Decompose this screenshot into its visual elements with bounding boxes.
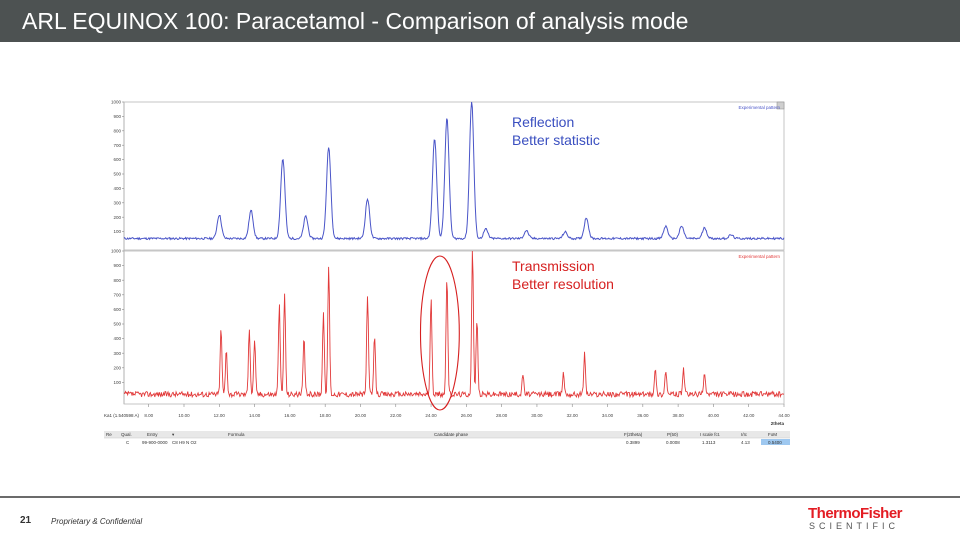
footer-divider: [0, 496, 960, 498]
panel-corner-button[interactable]: [776, 101, 785, 110]
highlight-ellipse: [419, 255, 460, 411]
y-tick-label: 900: [113, 263, 121, 268]
y-tick-label: 800: [113, 278, 121, 283]
y-tick-label: 800: [113, 128, 121, 133]
x-axis-label: 2theta: [771, 421, 785, 426]
col-header-re: Re: [106, 432, 112, 437]
bottom-legend-label: Experimental pattern: [738, 254, 780, 259]
confidential-note: Proprietary & Confidential: [51, 517, 143, 526]
x-caption: Ka1 (1.540598 A): [104, 413, 140, 418]
y-tick-label: 500: [113, 322, 121, 327]
x-ticks: 8.00 10.00 12.00 14.00 16.00 18.00 20.00 22.00 2…: [144, 404, 790, 418]
x-tick-label: 42.00: [743, 413, 755, 418]
svg-text:C: C: [126, 440, 130, 445]
col-header-qual: Qual.: [121, 432, 132, 437]
y-tick-label: 1000: [111, 100, 122, 105]
x-tick-label: 40.00: [708, 413, 720, 418]
x-tick-label: 18.00: [320, 413, 332, 418]
y-tick-label: 700: [113, 143, 121, 148]
svg-text:C8 H9 N O2: C8 H9 N O2: [172, 440, 197, 445]
y-tick-label: 400: [113, 336, 121, 341]
title-bar: ARL EQUINOX 100: Paracetamol - Compariso…: [0, 0, 960, 42]
table-header-bg: [104, 431, 790, 438]
top-panel-frame: [123, 101, 785, 251]
reflection-curve: [123, 101, 785, 241]
x-tick-label: 22.00: [390, 413, 402, 418]
y-tick-label: 900: [113, 114, 121, 119]
svg-text:1.3113: 1.3113: [702, 440, 716, 445]
y-tick-label: 500: [113, 172, 121, 177]
x-tick-label: 24.00: [425, 413, 437, 418]
col-header-f2theta: F(2theta): [624, 432, 643, 437]
x-tick-label: 26.00: [461, 413, 473, 418]
x-tick-label: 10.00: [178, 413, 190, 418]
x-tick-label: 8.00: [144, 413, 153, 418]
y-tick-label: 200: [113, 215, 121, 220]
x-tick-label: 38.00: [672, 413, 684, 418]
reflection-sublabel: Better statistic: [512, 132, 600, 148]
logo-line2: SCIENTIFIC: [809, 521, 900, 531]
x-tick-label: 14.00: [249, 413, 261, 418]
bottom-y-ticks: 100 200 300 400 500 600 700 800 900 1000: [111, 249, 124, 385]
x-tick-label: 34.00: [602, 413, 614, 418]
col-header-entry: Entry: [147, 432, 158, 437]
transmission-label: Transmission: [512, 258, 595, 274]
y-tick-label: 600: [113, 157, 121, 162]
col-header-candidate-phase: Candidate phase: [434, 432, 469, 437]
col-header-formula: Formula: [228, 432, 245, 437]
y-tick-label: 100: [113, 229, 121, 234]
x-tick-label: 32.00: [567, 413, 579, 418]
x-tick-label: 20.00: [355, 413, 367, 418]
bottom-panel-frame: [123, 250, 785, 405]
slide-title: ARL EQUINOX 100: Paracetamol - Compariso…: [22, 8, 689, 34]
logo-line1: ThermoFisher: [808, 505, 903, 522]
x-tick-label: 16.00: [284, 413, 296, 418]
svg-text:0.3899: 0.3899: [626, 440, 640, 445]
fom-selected-cell[interactable]: [761, 439, 790, 445]
x-tick-label: 30.00: [531, 413, 543, 418]
svg-text:99-900-0000: 99-900-0000: [142, 440, 168, 445]
x-tick-label: 44.00: [778, 413, 790, 418]
x-tick-label: 36.00: [637, 413, 649, 418]
thermofisher-logo: ThermoFisher SCIENTIFIC: [806, 505, 916, 533]
col-header-p50: P(50): [667, 432, 679, 437]
top-legend-label: Experimental pattern: [738, 105, 780, 110]
y-tick-label: 600: [113, 307, 121, 312]
y-tick-label: 300: [113, 351, 121, 356]
svg-text:0.5400: 0.5400: [768, 440, 782, 445]
entry-dropdown-arrow[interactable]: ▾: [172, 432, 175, 437]
y-tick-label: 100: [113, 380, 121, 385]
table-row[interactable]: C 99-900-0000 C8 H9 N O2 0.3899 0.0008 1…: [126, 440, 782, 445]
xrd-chart-panel: 100 200 300 400 500 600 700 800 900 1000 100 200 30…: [104, 99, 790, 449]
transmission-sublabel: Better resolution: [512, 276, 614, 292]
x-tick-label: 28.00: [496, 413, 508, 418]
transmission-curve: [123, 250, 785, 399]
reflection-label: Reflection: [512, 114, 574, 130]
y-tick-label: 300: [113, 200, 121, 205]
x-tick-label: 12.00: [214, 413, 226, 418]
y-tick-label: 200: [113, 365, 121, 370]
svg-text:0.0008: 0.0008: [666, 440, 680, 445]
xrd-chart: 100 200 300 400 500 600 700 800 900 1000 100 200 30…: [104, 99, 790, 449]
y-tick-label: 1000: [111, 249, 122, 254]
top-y-ticks: 100 200 300 400 500 600 700 800 900 1000: [111, 100, 124, 234]
y-tick-label: 700: [113, 292, 121, 297]
col-header-fom: FoM: [768, 432, 777, 437]
svg-text:4.13: 4.13: [741, 440, 750, 445]
col-header-iscale: I scale fct.: [700, 432, 720, 437]
page-number: 21: [20, 515, 32, 526]
y-tick-label: 400: [113, 186, 121, 191]
col-header-iic: I/Ic: [741, 432, 748, 437]
